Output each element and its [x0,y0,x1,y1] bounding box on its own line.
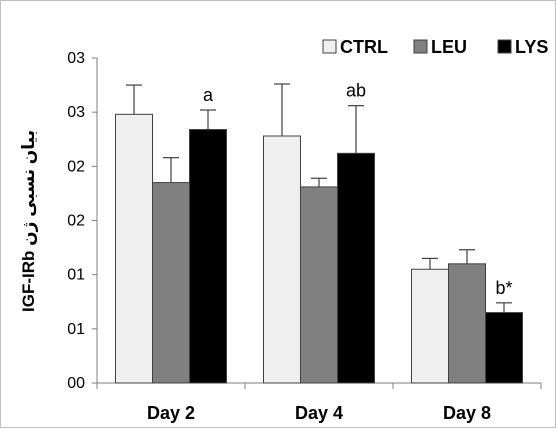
bar-leu [448,263,486,384]
bars: a ab b* [115,81,523,384]
y-tick-label: 02 [67,158,85,175]
x-tick-label: Day 8 [443,403,491,423]
y-axis-label: IGF-IRb بیان نسبی ژن [19,130,38,312]
bar-lys [485,312,523,384]
significance-label: b* [495,278,512,298]
y-tick-label: 01 [67,267,85,284]
bar-lys [337,152,375,384]
y-axis: 00 01 01 02 02 03 03 [67,50,98,392]
x-tick-label: Day 4 [295,403,343,423]
x-tick-label: Day 2 [147,403,195,423]
legend-label-leu: LEU [431,37,467,57]
y-tick-label: 02 [67,213,85,230]
y-tick-label: 01 [67,321,85,338]
bar-ctrl [411,268,449,384]
legend-label-lys: LYS [515,37,548,57]
bar-leu [152,182,190,384]
significance-label: ab [346,81,366,101]
bar-ctrl [115,113,153,384]
legend-label-ctrl: CTRL [340,37,388,57]
x-axis: Day 2 Day 4 Day 8 [96,382,542,423]
y-tick-label: 03 [67,104,85,121]
bar-ctrl [263,135,301,384]
bar-lys [189,129,227,384]
legend-swatch-lys [497,39,512,54]
significance-label: a [203,85,214,105]
y-tick-label: 03 [67,50,85,67]
y-tick-label: 00 [67,375,85,392]
legend-swatch-ctrl [322,39,337,54]
legend-swatch-leu [413,39,428,54]
legend: CTRL LEU LYS [322,37,548,57]
bar-leu [300,186,338,384]
